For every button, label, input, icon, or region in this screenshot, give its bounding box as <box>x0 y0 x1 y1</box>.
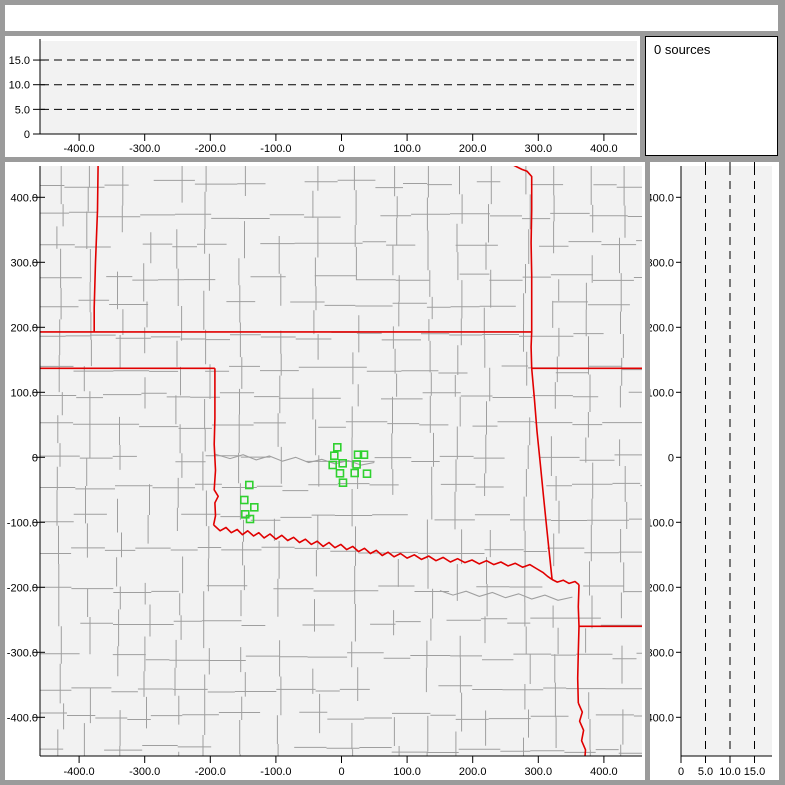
lma-station-marker <box>353 450 363 460</box>
lma-station-marker <box>359 450 369 460</box>
lma-station-marker <box>338 478 348 488</box>
svg-text:10.0: 10.0 <box>9 80 30 92</box>
sources-count-text: 0 sources <box>654 42 711 57</box>
svg-text:200.0: 200.0 <box>459 143 487 155</box>
plan-view-map-plot[interactable]: 400.0 300.0 200.0 100.0 0 -100.0 -200.0 -300.0 -… <box>5 162 645 780</box>
svg-text:-300.0: -300.0 <box>7 647 38 659</box>
svg-text:-400.0: -400.0 <box>63 766 94 778</box>
svg-text:300.0: 300.0 <box>650 257 674 269</box>
lma-station-marker <box>350 468 360 478</box>
svg-text:15.0: 15.0 <box>744 766 765 778</box>
title-bar: Oklahoma Lightning Mapping Array 0200-03… <box>5 5 778 31</box>
svg-text:-200.0: -200.0 <box>195 143 226 155</box>
state-border-line <box>577 702 587 756</box>
state-border-line <box>212 368 219 526</box>
svg-text:-300.0: -300.0 <box>650 647 674 659</box>
lma-station-marker <box>329 451 339 461</box>
svg-text:300.0: 300.0 <box>10 257 38 269</box>
plan-view-map-panel: 400.0 300.0 200.0 100.0 0 -100.0 -200.0 -300.0 -… <box>5 162 645 780</box>
svg-text:0: 0 <box>668 452 674 464</box>
state-border-line <box>213 524 553 581</box>
svg-text:100.0: 100.0 <box>650 387 674 399</box>
svg-text:200.0: 200.0 <box>459 766 487 778</box>
svg-text:-100.0: -100.0 <box>260 143 291 155</box>
svg-text:-400.0: -400.0 <box>63 143 94 155</box>
svg-text:400.0: 400.0 <box>650 192 674 204</box>
svg-text:0: 0 <box>678 766 684 778</box>
lma-station-marker <box>250 502 259 512</box>
svg-text:200.0: 200.0 <box>650 322 674 334</box>
svg-text:-400.0: -400.0 <box>7 712 38 724</box>
lma-station-marker <box>245 514 255 524</box>
lma-station-marker <box>335 468 345 478</box>
svg-text:-100.0: -100.0 <box>7 517 38 529</box>
svg-text:-400.0: -400.0 <box>650 712 674 724</box>
svg-text:0: 0 <box>338 766 344 778</box>
lma-station-marker <box>245 480 254 490</box>
svg-text:5.0: 5.0 <box>15 104 30 116</box>
svg-text:100.0: 100.0 <box>393 143 421 155</box>
svg-text:400.0: 400.0 <box>10 192 38 204</box>
lma-station-marker <box>338 458 348 468</box>
lma-station-marker <box>352 460 361 469</box>
svg-text:300.0: 300.0 <box>525 766 553 778</box>
lma-station-marker <box>328 460 338 470</box>
svg-text:0: 0 <box>338 143 344 155</box>
svg-text:15.0: 15.0 <box>9 55 30 67</box>
sources-status-panel: 0 sources <box>645 36 778 156</box>
county-boundaries <box>40 166 642 756</box>
svg-text:400.0: 400.0 <box>590 143 618 155</box>
river-line <box>214 453 375 466</box>
svg-text:-100.0: -100.0 <box>260 766 291 778</box>
svg-text:10.0: 10.0 <box>719 766 740 778</box>
altitude-ns-panel: 0 5.0 10.0 15.0 400.0 300.0 200.0 100.0 0 -100.0 -… <box>650 162 779 780</box>
svg-text:0: 0 <box>32 452 38 464</box>
lma-station-marker <box>240 495 249 505</box>
lma-station-marker <box>332 442 342 452</box>
altitude-ew-plot[interactable]: 0 5.0 10.0 15.0 -400.0 -300.0 -200.0 -100.0 0 100… <box>5 36 640 157</box>
state-border-line <box>576 584 580 704</box>
svg-text:300.0: 300.0 <box>525 143 553 155</box>
svg-text:-200.0: -200.0 <box>650 582 674 594</box>
svg-text:400.0: 400.0 <box>590 766 618 778</box>
svg-text:5.0: 5.0 <box>698 766 713 778</box>
altitude-ns-plot[interactable]: 0 5.0 10.0 15.0 400.0 300.0 200.0 100.0 0 -100.0 -… <box>650 162 779 780</box>
state-border-line <box>551 578 580 586</box>
altitude-ew-panel: 0 5.0 10.0 15.0 -400.0 -300.0 -200.0 -100.0 0 100… <box>5 36 640 157</box>
svg-text:100.0: 100.0 <box>10 387 38 399</box>
svg-text:100.0: 100.0 <box>393 766 421 778</box>
lma-station-marker <box>241 509 250 519</box>
state-border-line <box>530 368 553 580</box>
svg-text:0: 0 <box>24 129 30 141</box>
lma-station-marker <box>362 469 372 479</box>
svg-text:-300.0: -300.0 <box>129 766 160 778</box>
svg-text:-200.0: -200.0 <box>7 582 38 594</box>
state-border-line <box>93 166 99 332</box>
river-line <box>439 590 573 601</box>
svg-text:200.0: 200.0 <box>10 322 38 334</box>
svg-text:-300.0: -300.0 <box>129 143 160 155</box>
state-border-line <box>513 166 533 369</box>
svg-text:-100.0: -100.0 <box>650 517 674 529</box>
svg-text:-200.0: -200.0 <box>195 766 226 778</box>
